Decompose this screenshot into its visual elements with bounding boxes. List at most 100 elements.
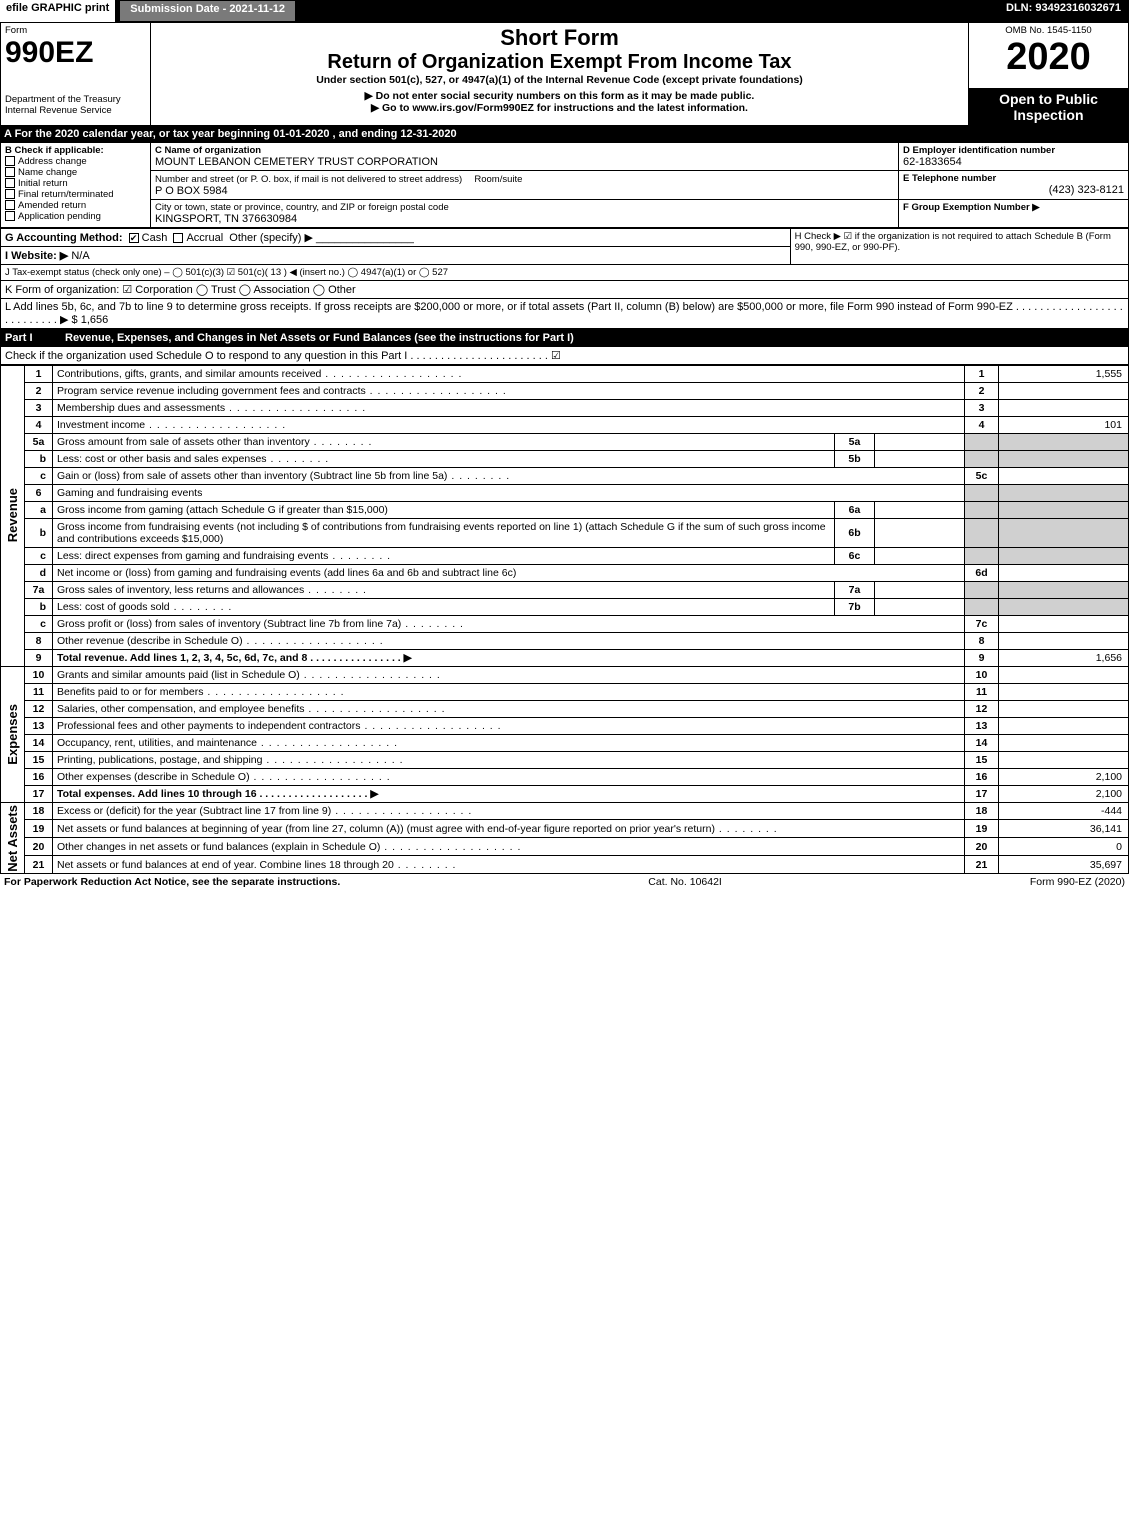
line3-text: Membership dues and assessments: [57, 402, 225, 414]
line7a-mid: 7a: [835, 581, 875, 598]
line8-text: Other revenue (describe in Schedule O): [57, 635, 243, 647]
line5a-mid: 5a: [835, 433, 875, 450]
line6d-amt: [999, 564, 1129, 581]
line8-box: 8: [965, 632, 999, 649]
line15-amt: [999, 751, 1129, 768]
line12-amt: [999, 700, 1129, 717]
line5a-box-shaded: [965, 433, 999, 450]
chk-address-change[interactable]: [5, 156, 15, 166]
section-c-name-label: C Name of organization: [155, 145, 894, 156]
opt-accrual: Accrual: [186, 232, 223, 244]
line7c-box: 7c: [965, 615, 999, 632]
line21-num: 21: [25, 856, 53, 874]
section-l-amount: 1,656: [81, 314, 109, 326]
line16-box: 16: [965, 768, 999, 785]
section-d-label: D Employer identification number: [903, 145, 1124, 156]
line14-num: 14: [25, 734, 53, 751]
line19-box: 19: [965, 820, 999, 838]
chk-final-return[interactable]: [5, 189, 15, 199]
line6b-text: Gross income from fundraising events (no…: [57, 521, 826, 545]
line3-amt: [999, 399, 1129, 416]
org-name: MOUNT LEBANON CEMETERY TRUST CORPORATION: [155, 156, 894, 168]
line1-box: 1: [965, 365, 999, 382]
section-b-label: B Check if applicable:: [5, 145, 146, 156]
line2-num: 2: [25, 382, 53, 399]
footer-mid: Cat. No. 10642I: [648, 876, 722, 888]
chk-application-pending[interactable]: [5, 211, 15, 221]
open-public-inspection: Open to Public Inspection: [969, 88, 1129, 125]
line5c-text: Gain or (loss) from sale of assets other…: [57, 470, 447, 482]
line7b-mid: 7b: [835, 598, 875, 615]
line21-amt: 35,697: [999, 856, 1129, 874]
line4-num: 4: [25, 416, 53, 433]
line1-amt: 1,555: [999, 365, 1129, 382]
line6c-text: Less: direct expenses from gaming and fu…: [57, 550, 328, 562]
dln-number: DLN: 93492316032671: [998, 0, 1129, 22]
line18-num: 18: [25, 802, 53, 820]
line10-text: Grants and similar amounts paid (list in…: [57, 669, 300, 681]
line6b-box-shaded: [965, 518, 999, 547]
form-word: Form: [5, 25, 146, 36]
line15-num: 15: [25, 751, 53, 768]
line13-text: Professional fees and other payments to …: [57, 720, 361, 732]
line11-text: Benefits paid to or for members: [57, 686, 203, 698]
line5b-text: Less: cost or other basis and sales expe…: [57, 453, 267, 465]
line7a-amt-shaded: [999, 581, 1129, 598]
line9-num: 9: [25, 649, 53, 666]
line6b-num: b: [25, 518, 53, 547]
chk-initial-return[interactable]: [5, 178, 15, 188]
website-value: N/A: [71, 250, 89, 262]
line6a-amt-shaded: [999, 501, 1129, 518]
line7a-midval: [875, 581, 965, 598]
line6-box-shaded: [965, 484, 999, 501]
section-f-label: F Group Exemption Number ▶: [903, 202, 1124, 213]
footer-left: For Paperwork Reduction Act Notice, see …: [4, 876, 340, 888]
part1-label: Part I: [1, 329, 61, 346]
chk-amended-return[interactable]: [5, 200, 15, 210]
line21-box: 21: [965, 856, 999, 874]
line6a-mid: 6a: [835, 501, 875, 518]
chk-name-change[interactable]: [5, 167, 15, 177]
line6-amt-shaded: [999, 484, 1129, 501]
chk-accrual[interactable]: [173, 233, 183, 243]
line6-text: Gaming and fundraising events: [53, 484, 965, 501]
goto-link[interactable]: ▶ Go to www.irs.gov/Form990EZ for instru…: [155, 102, 964, 114]
line12-num: 12: [25, 700, 53, 717]
page-footer: For Paperwork Reduction Act Notice, see …: [0, 874, 1129, 890]
irs-label: Internal Revenue Service: [5, 105, 146, 116]
line17-text: Total expenses. Add lines 10 through 16 …: [53, 785, 965, 802]
line7b-num: b: [25, 598, 53, 615]
chk-cash[interactable]: [129, 233, 139, 243]
line6-num: 6: [25, 484, 53, 501]
line6a-box-shaded: [965, 501, 999, 518]
line4-box: 4: [965, 416, 999, 433]
opt-cash: Cash: [142, 232, 168, 244]
line2-amt: [999, 382, 1129, 399]
section-j-text: J Tax-exempt status (check only one) – ◯…: [1, 264, 1129, 280]
line20-num: 20: [25, 838, 53, 856]
line19-amt: 36,141: [999, 820, 1129, 838]
line6d-num: d: [25, 564, 53, 581]
line6c-amt-shaded: [999, 547, 1129, 564]
line3-box: 3: [965, 399, 999, 416]
street-label: Number and street (or P. O. box, if mail…: [155, 174, 462, 185]
line19-num: 19: [25, 820, 53, 838]
line9-box: 9: [965, 649, 999, 666]
ssn-warning: ▶ Do not enter social security numbers o…: [155, 90, 964, 102]
line6c-num: c: [25, 547, 53, 564]
line7c-num: c: [25, 615, 53, 632]
section-e-label: E Telephone number: [903, 173, 1124, 184]
line5a-amt-shaded: [999, 433, 1129, 450]
line6a-num: a: [25, 501, 53, 518]
part1-title: Revenue, Expenses, and Changes in Net As…: [61, 329, 1129, 346]
line7c-amt: [999, 615, 1129, 632]
efile-print-label[interactable]: efile GRAPHIC print: [0, 0, 115, 22]
line18-amt: -444: [999, 802, 1129, 820]
section-k-text: K Form of organization: ☑ Corporation ◯ …: [1, 280, 1129, 298]
return-title: Return of Organization Exempt From Incom…: [155, 51, 964, 74]
line9-text: Total revenue. Add lines 1, 2, 3, 4, 5c,…: [53, 649, 965, 666]
opt-final-return: Final return/terminated: [18, 189, 114, 200]
city-label: City or town, state or province, country…: [155, 202, 894, 213]
line13-amt: [999, 717, 1129, 734]
footer-right: Form 990-EZ (2020): [1030, 876, 1125, 888]
